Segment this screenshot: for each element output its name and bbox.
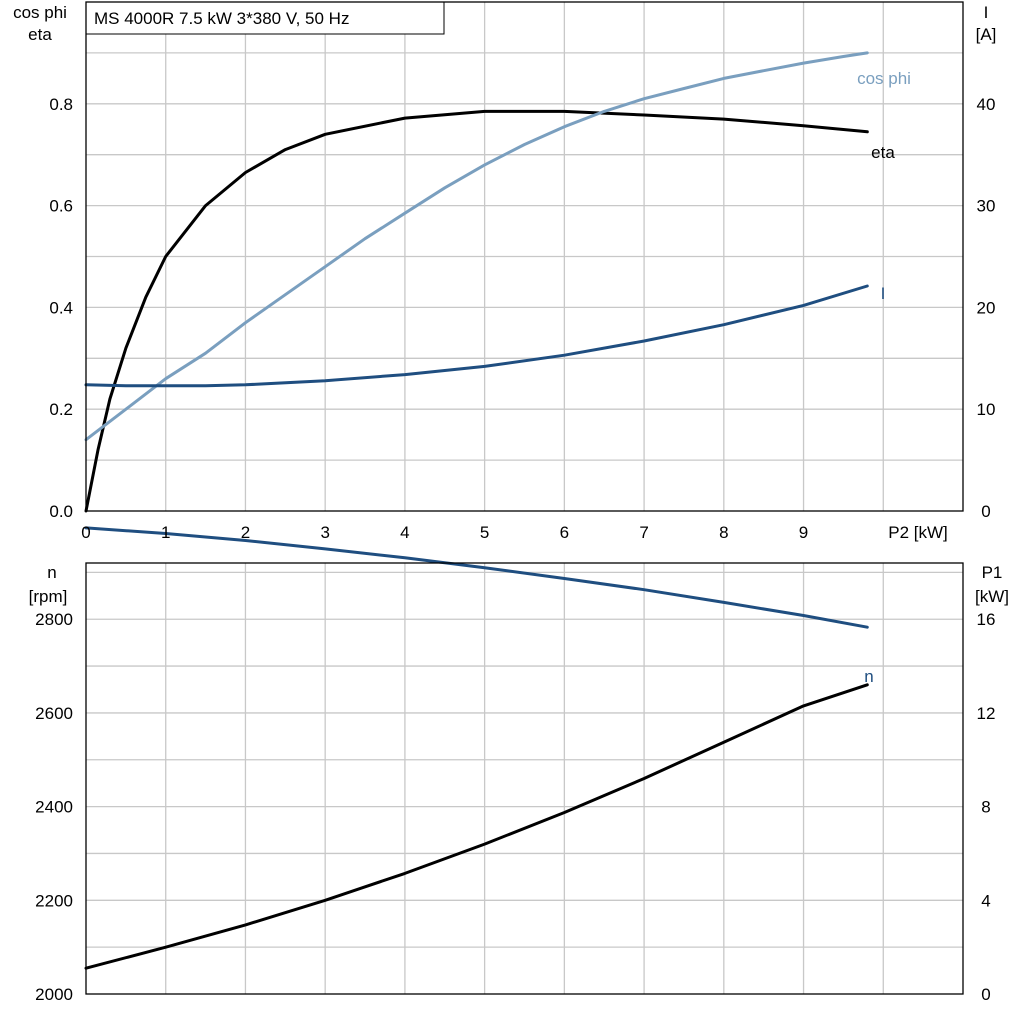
- top-right-axis-label-1: I: [984, 3, 989, 22]
- x-tick-label: 8: [719, 523, 728, 542]
- bottom-left-axis-label-2: [rpm]: [29, 587, 68, 606]
- y-left-tick-label: 0.2: [49, 400, 73, 419]
- series-line-cos-phi: [84, 51, 869, 442]
- y-right-tick-label: 20: [977, 298, 996, 317]
- y-right-tick-label: 12: [977, 704, 996, 723]
- y-left-tick-label: 0.6: [49, 197, 73, 216]
- series-line-eta: [84, 109, 869, 513]
- y-right-tick-label: 30: [977, 197, 996, 216]
- top-plot-grid: [86, 2, 963, 511]
- y-left-tick-label: 0.0: [49, 502, 73, 521]
- series-label-eta: eta: [871, 143, 895, 162]
- top-left-axis-label-2: eta: [28, 25, 52, 44]
- y-left-tick-label: 2400: [35, 798, 73, 817]
- y-right-tick-label: 40: [977, 95, 996, 114]
- y-right-tick-label: 0: [981, 985, 990, 1004]
- y-left-tick-label: 0.8: [49, 95, 73, 114]
- y-right-tick-label: 0: [981, 502, 990, 521]
- y-left-tick-label: 2800: [35, 610, 73, 629]
- x-axis-label: P2 [kW]: [888, 523, 948, 542]
- top-plot-frame: [85, 1, 964, 512]
- y-left-tick-label: 2200: [35, 891, 73, 910]
- x-tick-label: 5: [480, 523, 489, 542]
- x-tick-label: 2: [241, 523, 250, 542]
- y-right-tick-label: 16: [977, 610, 996, 629]
- y-left-tick-label: 2600: [35, 704, 73, 723]
- bottom-left-axis-label-1: n: [47, 563, 56, 582]
- top-right-axis-label-2: [A]: [976, 25, 997, 44]
- x-tick-label: 1: [161, 523, 170, 542]
- series-label-current: I: [881, 284, 886, 303]
- y-right-tick-label: 8: [981, 798, 990, 817]
- y-right-tick-label: 10: [977, 400, 996, 419]
- bottom-right-axis-label-1: P1: [982, 563, 1003, 582]
- bottom-plot-grid: [86, 563, 963, 994]
- series-label-cos-phi: cos phi: [857, 69, 911, 88]
- x-tick-label: 3: [320, 523, 329, 542]
- x-tick-label: 7: [639, 523, 648, 542]
- bottom-plot-frame: [85, 562, 964, 995]
- series-line-n: [84, 526, 869, 629]
- series-layer: [84, 51, 869, 970]
- x-tick-label: 9: [799, 523, 808, 542]
- series-line-power-p1: [84, 683, 869, 970]
- x-tick-label: 0: [81, 523, 90, 542]
- series-line-i: [84, 284, 869, 388]
- x-tick-label: 6: [560, 523, 569, 542]
- y-left-tick-label: 0.4: [49, 298, 73, 317]
- chart-title: MS 4000R 7.5 kW 3*380 V, 50 Hz: [94, 9, 349, 28]
- y-left-tick-label: 2000: [35, 985, 73, 1004]
- y-right-tick-label: 4: [981, 891, 990, 910]
- top-left-axis-label-1: cos phi: [13, 3, 67, 22]
- bottom-right-axis-label-2: [kW]: [975, 587, 1009, 606]
- x-tick-label: 4: [400, 523, 409, 542]
- series-label-speed: n: [864, 667, 873, 686]
